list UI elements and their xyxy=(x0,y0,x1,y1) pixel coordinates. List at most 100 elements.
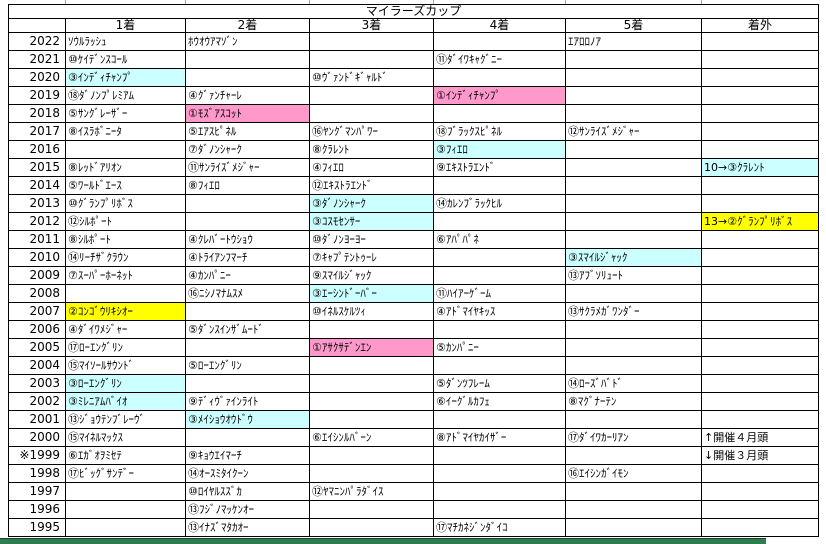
result-cell[interactable] xyxy=(309,104,434,123)
result-cell[interactable] xyxy=(701,338,819,357)
result-cell[interactable] xyxy=(701,248,819,267)
result-cell[interactable] xyxy=(565,410,702,429)
result-cell[interactable] xyxy=(565,104,702,123)
result-cell[interactable] xyxy=(309,518,434,537)
result-cell[interactable] xyxy=(433,212,566,231)
result-cell[interactable]: ⑭ﾘｰﾁｻﾞｸﾗｳﾝ xyxy=(65,248,186,267)
result-cell[interactable]: ⑭ﾛｰｽﾞﾊﾞﾄﾞ xyxy=(565,374,702,393)
result-cell[interactable]: ③ﾒｲｼｮｳｵｳﾄﾞｳ xyxy=(185,410,310,429)
result-cell[interactable] xyxy=(565,338,702,357)
result-cell[interactable]: ⑨ﾃﾞｨｳﾞｧｲﾝﾗｲﾄ xyxy=(185,392,310,411)
result-cell[interactable]: ④ﾌｨｴﾛ xyxy=(309,158,434,177)
result-cell[interactable] xyxy=(185,374,310,393)
result-cell[interactable]: ⑥ｲｰｸﾞﾙｶﾌｪ xyxy=(433,392,566,411)
result-cell[interactable] xyxy=(309,500,434,519)
year-cell[interactable]: 2006 xyxy=(8,320,66,339)
result-cell[interactable]: ⑮ﾏｲｿｰﾙｻｳﾝﾄﾞ xyxy=(65,356,186,375)
result-cell[interactable] xyxy=(701,50,819,69)
result-cell[interactable]: ⑧ｲｽﾗﾎﾞﾆｰﾀ xyxy=(65,122,186,141)
result-cell[interactable]: ⑧ﾏｸﾞﾅｰﾃﾝ xyxy=(565,392,702,411)
result-cell[interactable] xyxy=(65,500,186,519)
result-cell[interactable] xyxy=(433,482,566,501)
result-cell[interactable]: ⑫ｴｷｽﾄﾗｴﾝﾄﾞ xyxy=(309,176,434,195)
year-cell[interactable]: 2020 xyxy=(8,68,66,87)
result-cell[interactable] xyxy=(433,500,566,519)
result-cell[interactable] xyxy=(701,482,819,501)
result-cell[interactable] xyxy=(565,482,702,501)
result-cell[interactable] xyxy=(565,230,702,249)
result-cell[interactable]: ⑬ｻｸﾗﾒｶﾞﾜﾝﾀﾞｰ xyxy=(565,302,702,321)
result-cell[interactable] xyxy=(433,410,566,429)
result-cell[interactable]: ⑫ﾔﾏﾆﾝﾊﾟﾗﾀﾞｲｽ xyxy=(309,482,434,501)
year-cell[interactable]: ※1999 xyxy=(8,446,66,465)
result-cell[interactable] xyxy=(433,104,566,123)
result-cell[interactable] xyxy=(565,320,702,339)
result-cell[interactable]: ⑩ｹｲﾃﾞﾝｽｺｰﾙ xyxy=(65,50,186,69)
result-cell[interactable]: ⑩ﾀﾞﾉﾝﾖｰﾖｰ xyxy=(309,230,434,249)
year-cell[interactable]: 2008 xyxy=(8,284,66,303)
result-cell[interactable]: ⑧ｸﾗﾚﾝﾄ xyxy=(309,140,434,159)
year-cell[interactable]: 2000 xyxy=(8,428,66,447)
year-cell[interactable]: 1995 xyxy=(8,518,66,537)
result-cell[interactable] xyxy=(309,446,434,465)
result-cell[interactable]: ⑩ﾛｲﾔﾙｽｽﾞｶ xyxy=(185,482,310,501)
result-cell[interactable]: ↑開催４月頭 xyxy=(701,428,819,447)
year-cell[interactable]: 2011 xyxy=(8,230,66,249)
result-cell[interactable]: ⑤ﾀﾞﾝﾂﾌﾚｰﾑ xyxy=(433,374,566,393)
result-cell[interactable]: ⑰ﾋﾞｯｸﾞｻﾝﾃﾞｰ xyxy=(65,464,186,483)
year-cell[interactable]: 2019 xyxy=(8,86,66,105)
result-cell[interactable] xyxy=(433,266,566,285)
result-cell[interactable] xyxy=(701,356,819,375)
result-cell[interactable]: ⑦ﾀﾞﾉﾝｼｬｰｸ xyxy=(185,140,310,159)
result-cell[interactable]: ⑨ｷｮｳｴｲﾏｰﾁ xyxy=(185,446,310,465)
result-cell[interactable] xyxy=(565,194,702,213)
result-cell[interactable]: ⑤ﾜｰﾙﾄﾞｴｰｽ xyxy=(65,176,186,195)
result-cell[interactable]: ⑪ｻﾝﾗｲｽﾞﾒｼﾞｬｰ xyxy=(185,158,310,177)
result-cell[interactable]: ⑫ｻﾝﾗｲｽﾞﾒｼﾞｬｰ xyxy=(565,122,702,141)
year-cell[interactable]: 2004 xyxy=(8,356,66,375)
result-cell[interactable]: ⑬ｱﾌﾞｿﾘｭｰﾄ xyxy=(565,266,702,285)
result-cell[interactable] xyxy=(185,338,310,357)
result-cell[interactable]: ⑭ｵｰｽﾐﾀｲｸｰﾝ xyxy=(185,464,310,483)
result-cell[interactable] xyxy=(565,518,702,537)
year-cell[interactable]: 2002 xyxy=(8,392,66,411)
year-cell[interactable]: 1997 xyxy=(8,482,66,501)
result-cell[interactable]: ④ｶﾝﾊﾟﾆｰ xyxy=(185,266,310,285)
result-cell[interactable]: ⑤ｶﾝﾊﾟﾆｰ xyxy=(433,338,566,357)
result-cell[interactable] xyxy=(701,86,819,105)
result-cell[interactable]: ③ｺｽﾓｾﾝｻｰ xyxy=(309,212,434,231)
result-cell[interactable]: ③ﾐﾚﾆｱﾑﾊﾞｲｵ xyxy=(65,392,186,411)
result-cell[interactable]: ⑥ｱﾊﾟﾊﾟﾈ xyxy=(433,230,566,249)
result-cell[interactable] xyxy=(309,50,434,69)
result-cell[interactable]: ⑱ﾀﾞﾉﾝﾌﾟﾚﾐｱﾑ xyxy=(65,86,186,105)
result-cell[interactable]: ⑦ｷｬﾌﾟﾃﾝﾄｩｰﾚ xyxy=(309,248,434,267)
result-cell[interactable]: ⑱ﾌﾞﾗｯｸｽﾋﾟﾈﾙ xyxy=(433,122,566,141)
result-cell[interactable] xyxy=(309,32,434,51)
result-cell[interactable] xyxy=(185,50,310,69)
result-cell[interactable] xyxy=(565,284,702,303)
result-cell[interactable]: 13→②ｸﾞﾗﾝﾌﾟﾘﾎﾞｽ xyxy=(701,212,819,231)
result-cell[interactable]: ｿｳﾙﾗｯｼｭ xyxy=(65,32,186,51)
column-header-2nd[interactable]: 2着 xyxy=(185,18,310,33)
year-cell[interactable]: 2021 xyxy=(8,50,66,69)
column-header-4th[interactable]: 4着 xyxy=(433,18,566,33)
result-cell[interactable] xyxy=(433,68,566,87)
year-cell[interactable]: 2014 xyxy=(8,176,66,195)
result-cell[interactable]: ⑧ﾚｯﾄﾞｱﾘｵﾝ xyxy=(65,158,186,177)
year-cell[interactable]: 2017 xyxy=(8,122,66,141)
year-cell[interactable]: 2016 xyxy=(8,140,66,159)
year-cell[interactable]: 2013 xyxy=(8,194,66,213)
result-cell[interactable]: ④ﾀﾞｲﾜﾒｼﾞｬｰ xyxy=(65,320,186,339)
result-cell[interactable]: ⑦ｽｰﾊﾟｰﾎｰﾈｯﾄ xyxy=(65,266,186,285)
result-cell[interactable] xyxy=(701,500,819,519)
result-cell[interactable]: ⑬ﾌｼﾞﾉﾏｯｹﾝｵｰ xyxy=(185,500,310,519)
result-cell[interactable]: ↓開催３月頭 xyxy=(701,446,819,465)
result-cell[interactable]: ⑧ｱﾄﾞﾏｲﾔｶｲｻﾞｰ xyxy=(433,428,566,447)
result-cell[interactable]: ④ﾄﾗｲｱﾝﾌﾏｰﾁ xyxy=(185,248,310,267)
result-cell[interactable] xyxy=(65,284,186,303)
result-cell[interactable] xyxy=(433,446,566,465)
result-cell[interactable]: ⑬ｼﾞｮｳﾃﾝﾌﾞﾚｰｳﾞ xyxy=(65,410,186,429)
result-cell[interactable] xyxy=(185,194,310,213)
year-cell[interactable]: 2005 xyxy=(8,338,66,357)
result-cell[interactable] xyxy=(565,446,702,465)
